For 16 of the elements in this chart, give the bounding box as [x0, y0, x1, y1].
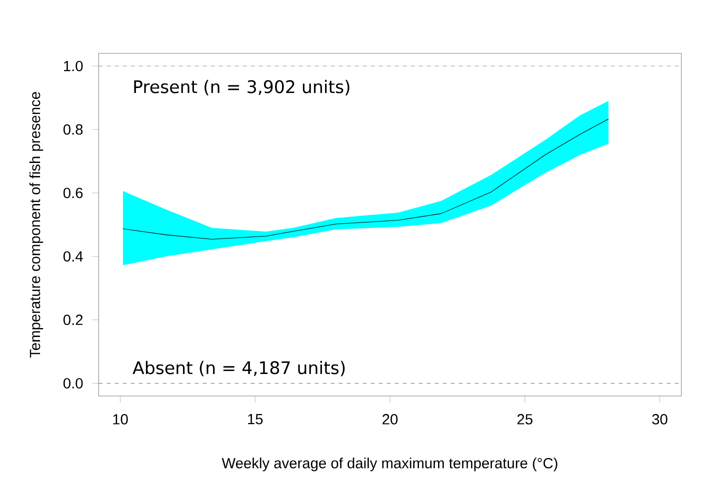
y-tick-label: 0.2 [63, 314, 83, 326]
y-tick-label: 0.6 [63, 188, 83, 198]
x-tick-label: 30 [652, 414, 668, 424]
line-series [122, 118, 609, 240]
annotation: Present (n = 3,902 units) [134, 80, 350, 96]
x-tick-label: 10 [113, 414, 128, 424]
x-tick-label: 15 [248, 414, 263, 424]
y-tick-label: 1.0 [64, 60, 83, 72]
y-tick-label: 0.4 [63, 251, 83, 262]
annotation: Absent (n = 4,187 units) [132, 360, 345, 376]
x-tick-label: 20 [382, 414, 398, 424]
x-tick-label: 25 [517, 414, 532, 424]
y-tick-label: 0.8 [63, 124, 83, 135]
x-axis-title: Weekly average of daily maximum temperature (°C) [222, 458, 558, 472]
y-axis-title: Temperature component of fish presence [29, 92, 44, 358]
y-tick-label: 0.0 [63, 378, 83, 389]
